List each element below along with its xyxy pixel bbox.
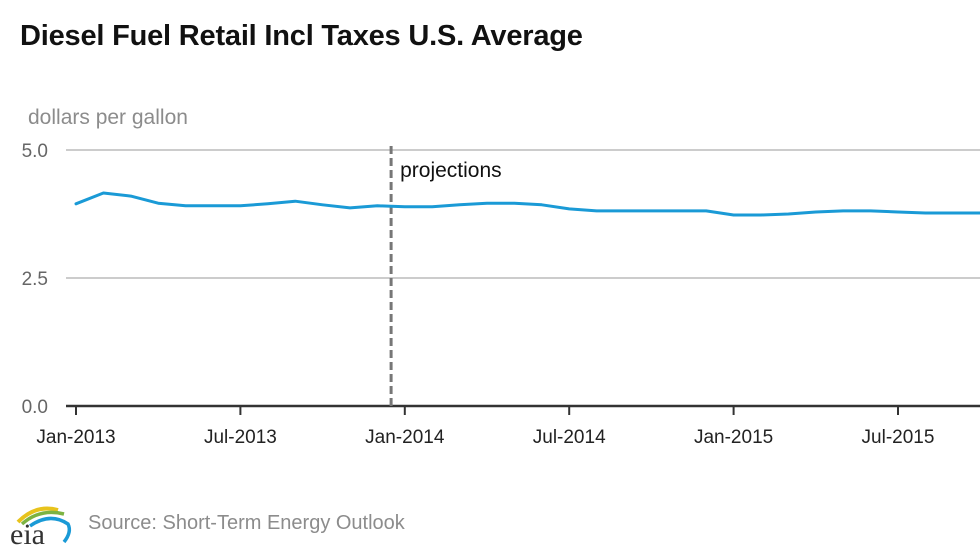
projections-label: projections bbox=[400, 159, 502, 182]
x-tick-label: Jul-2013 bbox=[204, 427, 277, 448]
y-tick-label: 2.5 bbox=[22, 269, 48, 290]
series-line bbox=[74, 191, 980, 217]
x-tick-label: Jan-2015 bbox=[694, 427, 773, 448]
x-tick-label: Jul-2015 bbox=[862, 427, 935, 448]
eia-logo: eia bbox=[10, 506, 72, 548]
x-tick-label: Jan-2013 bbox=[36, 427, 115, 448]
line-chart: 0.0 2.5 5.0 Jan-2013 Jul-2013 Jan-2014 Jul-20… bbox=[22, 141, 980, 448]
x-axis: Jan-2013 Jul-2013 Jan-2014 Jul-2014 Jan-2015… bbox=[36, 404, 980, 448]
chart-title: Diesel Fuel Retail Incl Taxes U.S. Avera… bbox=[20, 20, 583, 52]
annotations: projections bbox=[389, 146, 502, 406]
logo-arc-blue bbox=[28, 516, 72, 544]
series-group bbox=[74, 191, 980, 217]
y-axis-ticks: 0.0 2.5 5.0 bbox=[22, 141, 48, 418]
y-tick-label: 0.0 bbox=[22, 397, 48, 418]
x-tick-label: Jul-2014 bbox=[533, 427, 606, 448]
y-axis-label: dollars per gallon bbox=[28, 106, 188, 129]
source-note: Source: Short-Term Energy Outlook bbox=[88, 512, 405, 534]
x-tick-label: Jan-2014 bbox=[365, 427, 445, 448]
logo-arc-green bbox=[20, 510, 65, 526]
y-tick-label: 5.0 bbox=[22, 141, 48, 162]
logo-arc-yellow bbox=[16, 506, 59, 524]
gridlines bbox=[66, 149, 980, 279]
logo-text: eia bbox=[10, 518, 45, 548]
